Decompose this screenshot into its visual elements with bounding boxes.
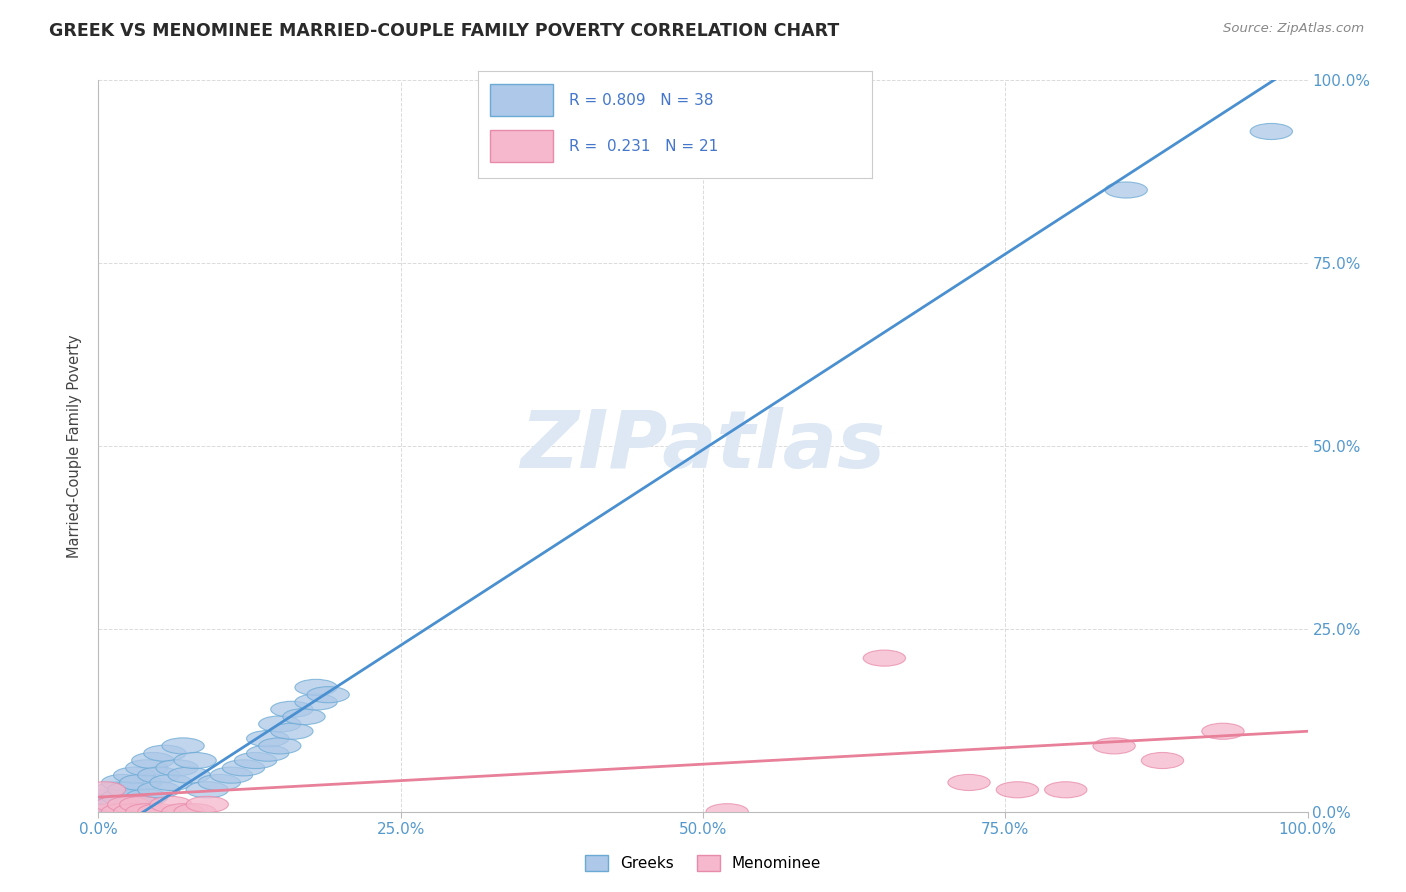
Text: R =  0.231   N = 21: R = 0.231 N = 21 bbox=[568, 139, 718, 153]
Ellipse shape bbox=[222, 760, 264, 776]
Ellipse shape bbox=[138, 781, 180, 797]
Ellipse shape bbox=[167, 767, 211, 783]
Ellipse shape bbox=[235, 753, 277, 769]
Ellipse shape bbox=[186, 797, 228, 813]
Ellipse shape bbox=[283, 708, 325, 724]
Ellipse shape bbox=[1250, 123, 1292, 139]
Ellipse shape bbox=[1092, 738, 1135, 754]
Ellipse shape bbox=[114, 804, 156, 820]
Ellipse shape bbox=[138, 804, 180, 820]
Ellipse shape bbox=[83, 781, 125, 797]
Ellipse shape bbox=[174, 753, 217, 769]
Ellipse shape bbox=[863, 650, 905, 666]
Ellipse shape bbox=[198, 774, 240, 790]
Ellipse shape bbox=[271, 701, 314, 717]
Ellipse shape bbox=[259, 716, 301, 732]
Ellipse shape bbox=[96, 797, 138, 813]
Ellipse shape bbox=[150, 774, 193, 790]
Ellipse shape bbox=[162, 738, 204, 754]
Text: Source: ZipAtlas.com: Source: ZipAtlas.com bbox=[1223, 22, 1364, 36]
Ellipse shape bbox=[246, 745, 288, 761]
Ellipse shape bbox=[107, 797, 150, 813]
Ellipse shape bbox=[83, 800, 125, 816]
Ellipse shape bbox=[259, 738, 301, 754]
Ellipse shape bbox=[295, 694, 337, 710]
FancyBboxPatch shape bbox=[489, 130, 553, 162]
Ellipse shape bbox=[138, 767, 180, 783]
Ellipse shape bbox=[1202, 723, 1244, 739]
Text: GREEK VS MENOMINEE MARRIED-COUPLE FAMILY POVERTY CORRELATION CHART: GREEK VS MENOMINEE MARRIED-COUPLE FAMILY… bbox=[49, 22, 839, 40]
Ellipse shape bbox=[101, 789, 143, 805]
Ellipse shape bbox=[96, 781, 138, 797]
Ellipse shape bbox=[120, 797, 162, 813]
Ellipse shape bbox=[114, 767, 156, 783]
Ellipse shape bbox=[107, 781, 150, 797]
Ellipse shape bbox=[120, 774, 162, 790]
Ellipse shape bbox=[90, 797, 132, 813]
Ellipse shape bbox=[90, 804, 132, 820]
Ellipse shape bbox=[125, 804, 167, 820]
Ellipse shape bbox=[143, 745, 186, 761]
Ellipse shape bbox=[125, 760, 167, 776]
Ellipse shape bbox=[125, 789, 167, 805]
Ellipse shape bbox=[246, 731, 288, 747]
Text: ZIPatlas: ZIPatlas bbox=[520, 407, 886, 485]
Ellipse shape bbox=[706, 804, 748, 820]
Ellipse shape bbox=[997, 781, 1039, 797]
Ellipse shape bbox=[156, 760, 198, 776]
Ellipse shape bbox=[1105, 182, 1147, 198]
Ellipse shape bbox=[132, 753, 174, 769]
Ellipse shape bbox=[90, 789, 132, 805]
Ellipse shape bbox=[211, 767, 253, 783]
Ellipse shape bbox=[101, 774, 143, 790]
Ellipse shape bbox=[150, 797, 193, 813]
Text: R = 0.809   N = 38: R = 0.809 N = 38 bbox=[568, 93, 713, 108]
Ellipse shape bbox=[307, 687, 349, 703]
Ellipse shape bbox=[271, 723, 314, 739]
FancyBboxPatch shape bbox=[489, 84, 553, 116]
Ellipse shape bbox=[1045, 781, 1087, 797]
Ellipse shape bbox=[1142, 753, 1184, 769]
Ellipse shape bbox=[114, 797, 156, 813]
Ellipse shape bbox=[101, 804, 143, 820]
Ellipse shape bbox=[186, 781, 228, 797]
Ellipse shape bbox=[295, 680, 337, 696]
Ellipse shape bbox=[948, 774, 990, 790]
Ellipse shape bbox=[174, 804, 217, 820]
Y-axis label: Married-Couple Family Poverty: Married-Couple Family Poverty bbox=[67, 334, 83, 558]
Ellipse shape bbox=[162, 804, 204, 820]
Legend: Greeks, Menominee: Greeks, Menominee bbox=[579, 849, 827, 877]
